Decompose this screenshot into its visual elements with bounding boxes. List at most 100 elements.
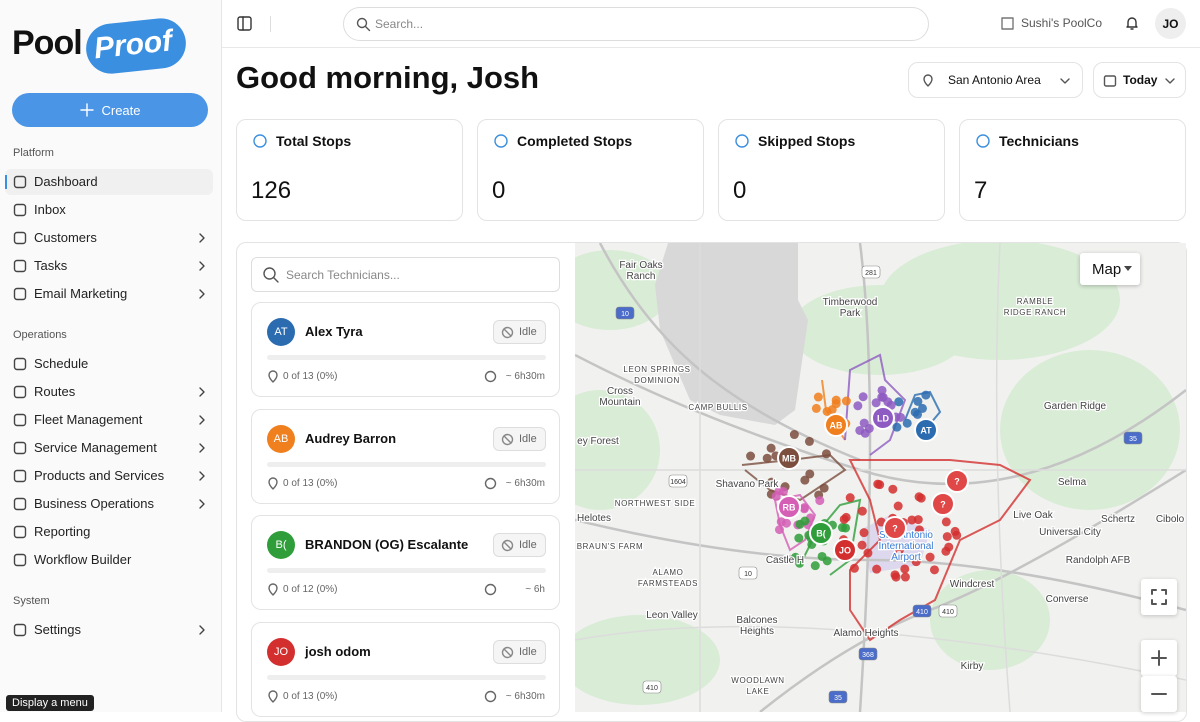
search-box[interactable]: Search... [343,7,929,41]
nav-item[interactable]: Fleet Management [5,407,213,433]
stop-dot [810,561,820,571]
user-initials[interactable]: JO [1162,16,1179,31]
nav-section-title: Platform [13,147,54,159]
nav-label[interactable]: Routes [34,384,76,399]
map-label: Castle H [766,555,804,566]
road-shield-label: 10 [621,311,629,318]
technician-name[interactable]: Audrey Barron [305,430,397,446]
road-shield [912,604,932,618]
bell-icon [1126,17,1138,30]
stop-dot [774,486,784,496]
stop-dot [914,525,924,535]
technician-card[interactable]: JO josh odom Idle 0 of 13 (0%) ~ 6h30m [251,621,560,717]
zoom-in-button[interactable] [1141,640,1177,676]
nav-item[interactable]: Customers [5,225,213,251]
nav-label[interactable]: Workflow Builder [34,552,132,567]
map-label: Ranch [627,271,656,282]
g [1124,266,1132,271]
stop-dot [876,517,886,527]
nav-item[interactable]: Workflow Builder [5,547,213,573]
company-name[interactable]: Sushi's PoolCo [1021,16,1102,30]
duration-text: ~ 6h [525,584,545,595]
technician-card[interactable]: AB Audrey Barron Idle 0 of 13 (0%) ~ 6h30m [251,408,560,504]
nav-item[interactable]: Settings [5,617,213,643]
nav-label[interactable]: Business Operations [34,496,154,511]
top-bar [222,0,1200,48]
nav-item[interactable]: Email Marketing [5,281,213,307]
technician-marker [824,413,848,437]
nav-label[interactable]: Tasks [34,258,68,273]
nav-label[interactable]: Reporting [34,524,91,539]
map-label: Selma [1058,477,1087,488]
stop-dot [837,523,847,533]
nav-icon [13,357,27,371]
nav-item[interactable]: Service Management [5,435,213,461]
search-placeholder[interactable]: Search... [375,17,424,31]
fullscreen-button[interactable] [1141,579,1177,615]
technician-name[interactable]: josh odom [305,643,371,659]
status-label: Idle [519,645,537,658]
map-type-button[interactable]: Map [1080,253,1140,285]
stop-dot [857,506,867,516]
map-label: DOMINION [634,376,680,385]
g [503,647,512,657]
stop-dot [805,469,815,479]
pin-icon [268,689,278,703]
create-button[interactable]: Create [12,93,208,127]
stop-dot [891,572,901,582]
technician-avatar: AB [267,424,295,453]
technician-search-placeholder[interactable]: Search Technicians... [286,268,400,282]
nav-label[interactable]: Email Marketing [34,286,128,301]
stop-dot [799,504,809,514]
zoom-out-button[interactable] [1141,676,1177,712]
technician-card[interactable]: B(BRANDON (OG) Escalante Idle 0 of 12 (0%)… [251,515,560,610]
technician-card[interactable]: AT Alex Tyra Idle 0 of 13 (0%) ~ 6h30m [251,302,560,397]
map-type-label[interactable]: Map [1092,261,1122,278]
nav-label[interactable]: Dashboard [34,174,98,189]
create-label[interactable]: Create [101,102,141,118]
g [1060,78,1070,84]
date-select[interactable]: Today [1093,62,1186,98]
glyph [199,471,205,481]
nav-item[interactable]: Products and Services [5,463,213,489]
g [503,434,512,444]
nav-label[interactable]: Schedule [34,356,89,371]
nav-item[interactable]: Schedule [5,351,213,377]
g [263,267,276,280]
nav-label[interactable]: Settings [34,622,81,637]
location-select[interactable]: San Antonio Area [908,62,1083,98]
chevron [199,499,205,509]
technician-name[interactable]: Alex Tyra [305,324,363,339]
nav-item[interactable]: Inbox [5,197,213,223]
nav-label[interactable]: Customers [34,230,97,245]
chevron [199,471,205,481]
nav-label[interactable]: Inbox [34,202,66,217]
user-avatar[interactable]: JO [1155,8,1186,39]
map-label: Windcrest [950,579,995,590]
nav-item[interactable]: Business Operations [5,491,213,517]
technician-search[interactable]: Search Technicians... [251,257,560,292]
technician-name[interactable]: BRANDON (OG) Escalante [305,537,469,552]
glyph [13,553,27,567]
road-shield [828,690,848,704]
nav-label[interactable]: Service Management [34,440,157,455]
nav-item[interactable]: Routes [5,379,213,405]
nav-item[interactable]: Tasks [5,253,213,279]
stop-dot [863,548,873,558]
road-shield [668,474,688,488]
g [484,477,497,489]
nav-label[interactable]: Products and Services [34,468,165,483]
nav-label[interactable]: Fleet Management [34,412,143,427]
technician-marker [777,495,801,519]
road-shield [615,306,635,320]
nav-item[interactable]: Dashboard [5,169,213,195]
g [501,539,514,552]
technician-initials: AT [274,326,288,338]
location-label[interactable]: San Antonio Area [948,73,1041,87]
nav-item[interactable]: Reporting [5,519,213,545]
stop-dot [902,418,912,428]
pin-icon [923,74,933,87]
date-label[interactable]: Today [1123,73,1158,87]
